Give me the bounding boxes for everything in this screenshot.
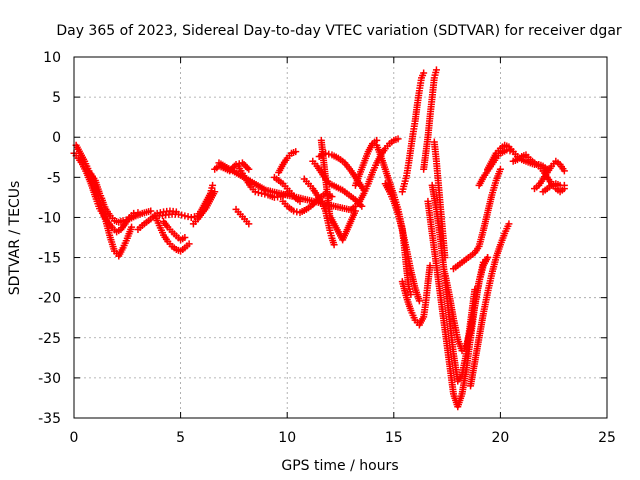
- data-point: [407, 290, 415, 298]
- x-tick-label: 5: [176, 430, 185, 446]
- data-point: [261, 190, 269, 198]
- y-tick-label: -20: [38, 291, 61, 307]
- data-point: [251, 188, 259, 196]
- data-point: [560, 181, 568, 189]
- axis-ticks: [73, 56, 608, 419]
- data-point: [119, 217, 127, 225]
- plot-frame: [73, 56, 608, 419]
- data-point: [325, 150, 333, 158]
- data-point: [215, 159, 223, 167]
- data-point: [432, 66, 440, 74]
- data-point: [245, 165, 253, 173]
- data-point: [290, 207, 298, 215]
- y-axis-label: SDTVAR / TECUs: [7, 181, 23, 296]
- data-point: [178, 211, 186, 219]
- data-point: [292, 148, 300, 156]
- x-tick-label: 25: [598, 430, 616, 446]
- data-point: [496, 165, 504, 173]
- y-tick-label: -25: [38, 331, 61, 347]
- x-tick-label: 15: [385, 430, 403, 446]
- x-tick-label: 0: [70, 430, 79, 446]
- data-point: [147, 207, 155, 215]
- data-point: [184, 213, 192, 221]
- data-point: [358, 202, 366, 210]
- x-axis-label: GPS time / hours: [281, 458, 398, 474]
- data-point: [254, 189, 262, 197]
- data-point: [174, 210, 182, 218]
- data-point: [505, 220, 513, 228]
- data-point: [330, 241, 338, 249]
- data-point: [209, 181, 217, 189]
- data-point: [181, 234, 189, 241]
- data-point: [128, 223, 136, 231]
- y-tick-label: -10: [38, 210, 61, 226]
- data-point: [185, 240, 193, 248]
- data-point: [441, 254, 449, 262]
- data-point: [509, 148, 517, 156]
- data-point: [187, 213, 195, 221]
- y-tick-labels: -35 -30 -25 -20 -15 -10 -5 0 5 10: [38, 50, 61, 427]
- data-point: [394, 135, 402, 143]
- data-point: [420, 69, 428, 77]
- data-point: [560, 167, 568, 175]
- y-tick-label: 10: [43, 50, 61, 66]
- data-point: [415, 297, 423, 305]
- x-tick-label: 20: [491, 430, 509, 446]
- data-marks: [70, 66, 568, 411]
- y-tick-label: -15: [38, 251, 61, 267]
- y-tick-label: 0: [52, 130, 61, 146]
- chart-title: Day 365 of 2023, Sidereal Day-to-day VTE…: [56, 23, 622, 39]
- data-point: [484, 254, 492, 262]
- data-point: [245, 220, 253, 228]
- data-point: [503, 146, 511, 154]
- data-point: [506, 147, 514, 155]
- y-tick-label: 5: [52, 90, 61, 106]
- y-tick-label: -35: [38, 411, 61, 427]
- data-point: [181, 212, 189, 220]
- data-point: [211, 188, 219, 196]
- x-tick-label: 10: [278, 430, 296, 446]
- y-tick-label: -30: [38, 371, 61, 387]
- data-point: [426, 262, 434, 270]
- x-tick-labels: 0 5 10 15 20 25: [70, 430, 616, 446]
- data-point: [122, 216, 130, 224]
- grid: [74, 57, 607, 418]
- y-tick-label: -5: [47, 170, 61, 186]
